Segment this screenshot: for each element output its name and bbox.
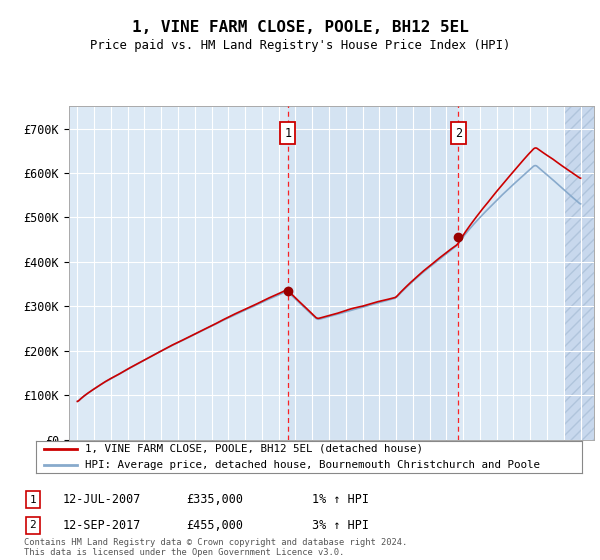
Text: 1, VINE FARM CLOSE, POOLE, BH12 5EL (detached house): 1, VINE FARM CLOSE, POOLE, BH12 5EL (det… <box>85 444 423 454</box>
Text: 1, VINE FARM CLOSE, POOLE, BH12 5EL: 1, VINE FARM CLOSE, POOLE, BH12 5EL <box>131 20 469 35</box>
Text: Price paid vs. HM Land Registry's House Price Index (HPI): Price paid vs. HM Land Registry's House … <box>90 39 510 52</box>
Text: 2: 2 <box>29 520 37 530</box>
Bar <box>288 106 458 440</box>
Text: £455,000: £455,000 <box>186 519 243 532</box>
Text: This data is licensed under the Open Government Licence v3.0.: This data is licensed under the Open Gov… <box>24 548 344 557</box>
Text: 1% ↑ HPI: 1% ↑ HPI <box>312 493 369 506</box>
Text: 2: 2 <box>455 127 462 139</box>
Text: 3% ↑ HPI: 3% ↑ HPI <box>312 519 369 532</box>
Text: 1: 1 <box>284 127 291 139</box>
Text: £335,000: £335,000 <box>186 493 243 506</box>
Text: Contains HM Land Registry data © Crown copyright and database right 2024.: Contains HM Land Registry data © Crown c… <box>24 538 407 547</box>
Bar <box>564 106 594 440</box>
Text: 1: 1 <box>29 494 37 505</box>
Text: 12-SEP-2017: 12-SEP-2017 <box>63 519 142 532</box>
Text: HPI: Average price, detached house, Bournemouth Christchurch and Poole: HPI: Average price, detached house, Bour… <box>85 460 540 470</box>
Text: 12-JUL-2007: 12-JUL-2007 <box>63 493 142 506</box>
